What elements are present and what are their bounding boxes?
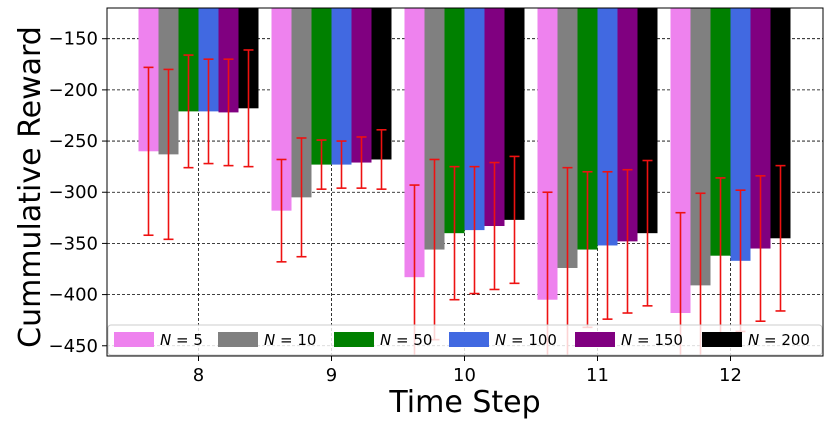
bar	[710, 8, 731, 256]
x-tick-label: 12	[719, 365, 742, 386]
bar	[331, 8, 352, 165]
error-bars	[143, 49, 786, 356]
x-tick-label: 11	[586, 365, 609, 386]
bar	[291, 8, 312, 198]
legend-label: N = 10	[264, 331, 316, 349]
x-tick-label: 8	[193, 365, 204, 386]
y-tick-label: −200	[49, 80, 98, 101]
x-tick-label: 9	[326, 365, 337, 386]
legend-swatch	[334, 332, 374, 347]
bar	[371, 8, 392, 160]
legend-swatch	[218, 332, 258, 347]
legend-label: N = 200	[748, 331, 810, 349]
bar	[690, 8, 711, 286]
bar	[311, 8, 332, 165]
bar	[424, 8, 445, 250]
legend-swatch	[702, 332, 742, 347]
bar	[617, 8, 638, 242]
y-axis-title: Cummulative Reward	[13, 26, 48, 348]
bar	[484, 8, 505, 227]
bar	[770, 8, 791, 239]
legend-label: N = 100	[495, 331, 557, 349]
bar	[577, 8, 598, 250]
y-tick-label: −250	[49, 131, 98, 152]
x-axis-title: Time Step	[388, 385, 540, 420]
bar	[444, 8, 465, 234]
x-axis-ticks: 8 9 10 11 12	[193, 356, 742, 386]
y-tick-label: −300	[49, 182, 98, 203]
plot-frame	[106, 7, 824, 357]
legend-swatch	[575, 332, 615, 347]
legend-label: N = 50	[380, 331, 432, 349]
legend: N = 5 N = 10 N = 50 N = 100 N = 150 N = 200	[107, 324, 823, 356]
bar	[557, 8, 578, 268]
y-tick-label: −150	[49, 29, 98, 50]
legend-swatch	[449, 332, 489, 347]
bar	[537, 8, 558, 300]
x-tick-label: 10	[453, 365, 476, 386]
legend-label: N = 150	[621, 331, 683, 349]
bar	[670, 8, 691, 314]
y-axis-ticks: −450 −400 −350 −300 −250 −200 −150	[49, 29, 107, 357]
bar	[750, 8, 771, 249]
legend-label: N = 5	[160, 331, 203, 349]
bar	[351, 8, 372, 163]
bar	[730, 8, 751, 261]
bar	[597, 8, 618, 246]
bar	[504, 8, 525, 220]
legend-swatch	[114, 332, 154, 347]
y-tick-label: −450	[49, 336, 98, 357]
bar	[637, 8, 658, 234]
bar	[464, 8, 485, 231]
y-tick-label: −400	[49, 285, 98, 306]
bar	[404, 8, 425, 278]
y-tick-label: −350	[49, 233, 98, 254]
